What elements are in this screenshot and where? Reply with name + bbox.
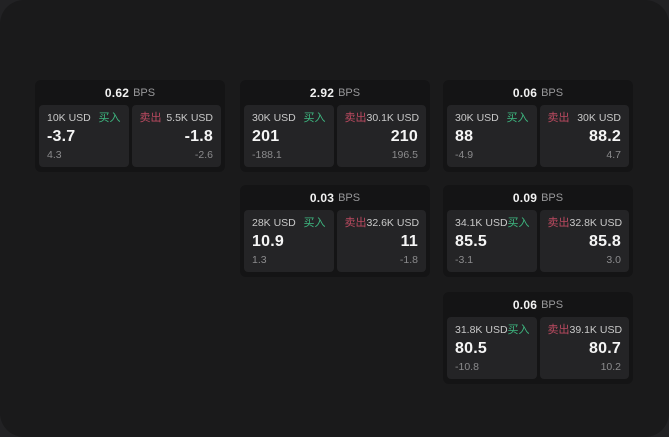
- spread-value: 0.03: [309, 190, 335, 205]
- sell-quote-panel[interactable]: 卖出 30K USD 88.2 4.7: [539, 105, 629, 167]
- spread-value: 0.09: [512, 190, 538, 205]
- quote-card: 0.06 BPS 31.8K USD 买入 80.5 -10.8 卖出 39.1…: [443, 292, 633, 384]
- spread-unit: BPS: [541, 86, 564, 99]
- sell-label: 卖出: [547, 324, 570, 336]
- buy-quote-panel[interactable]: 28K USD 买入 10.9 1.3: [244, 210, 334, 272]
- spread-value: 2.92: [309, 85, 335, 100]
- buy-price: 10.9: [252, 233, 284, 250]
- spread-unit: BPS: [541, 298, 564, 311]
- spread-header: 0.62 BPS: [35, 80, 225, 105]
- buy-label: 买入: [506, 112, 529, 124]
- quote-card: 0.06 BPS 30K USD 买入 88 -4.9 卖出 30K USD 8…: [443, 80, 633, 172]
- buy-quote-panel[interactable]: 10K USD 买入 -3.7 4.3: [39, 105, 129, 167]
- sell-delta: -1.8: [399, 254, 418, 266]
- sell-amount: 32.6K USD: [366, 217, 420, 229]
- buy-label: 买入: [98, 112, 121, 124]
- sell-price: 80.7: [589, 340, 621, 357]
- sell-amount: 30K USD: [577, 112, 621, 124]
- buy-label: 买入: [303, 217, 326, 229]
- sell-label: 卖出: [547, 112, 570, 124]
- sell-delta: 3.0: [606, 254, 621, 266]
- spread-header: 0.06 BPS: [443, 292, 633, 317]
- sell-quote-panel[interactable]: 卖出 5.5K USD -1.8 -2.6: [131, 105, 221, 167]
- sell-price: -1.8: [184, 128, 213, 145]
- sell-delta: -2.6: [194, 149, 213, 161]
- buy-amount: 31.8K USD: [455, 324, 508, 336]
- spread-value: 0.06: [512, 85, 538, 100]
- spread-header: 0.03 BPS: [240, 185, 430, 210]
- spread-value: 0.62: [104, 85, 130, 100]
- spread-unit: BPS: [541, 191, 564, 204]
- sell-price: 88.2: [589, 128, 621, 145]
- quote-card: 2.92 BPS 30K USD 买入 201 -188.1 卖出 30.1K …: [240, 80, 430, 172]
- spread-unit: BPS: [133, 86, 156, 99]
- spread-header: 0.09 BPS: [443, 185, 633, 210]
- sell-label: 卖出: [344, 217, 367, 229]
- buy-label: 买入: [507, 324, 530, 336]
- sell-amount: 39.1K USD: [569, 324, 623, 336]
- buy-price: 88: [455, 128, 474, 145]
- buy-amount: 28K USD: [252, 217, 296, 229]
- sell-delta: 4.7: [606, 149, 621, 161]
- sell-amount: 30.1K USD: [366, 112, 420, 124]
- sell-label: 卖出: [344, 112, 367, 124]
- buy-amount: 30K USD: [252, 112, 296, 124]
- sell-quote-panel[interactable]: 卖出 32.8K USD 85.8 3.0: [539, 210, 629, 272]
- quote-card: 0.09 BPS 34.1K USD 买入 85.5 -3.1 卖出 32.8K…: [443, 185, 633, 277]
- spread-header: 2.92 BPS: [240, 80, 430, 105]
- spread-value: 0.06: [512, 297, 538, 312]
- sell-price: 85.8: [589, 233, 621, 250]
- buy-delta: -188.1: [252, 149, 282, 161]
- sell-delta: 10.2: [600, 361, 621, 373]
- quote-card: 0.03 BPS 28K USD 买入 10.9 1.3 卖出 32.6K US…: [240, 185, 430, 277]
- buy-quote-panel[interactable]: 30K USD 买入 88 -4.9: [447, 105, 537, 167]
- spread-unit: BPS: [338, 86, 361, 99]
- buy-price: 201: [252, 128, 280, 145]
- spread-unit: BPS: [338, 191, 361, 204]
- sell-label: 卖出: [139, 112, 162, 124]
- buy-amount: 34.1K USD: [455, 217, 508, 229]
- buy-price: 80.5: [455, 340, 487, 357]
- sell-price: 11: [400, 233, 418, 250]
- sell-amount: 32.8K USD: [569, 217, 623, 229]
- buy-quote-panel[interactable]: 30K USD 买入 201 -188.1: [244, 105, 334, 167]
- buy-delta: -4.9: [455, 149, 474, 161]
- buy-price: -3.7: [47, 128, 76, 145]
- buy-delta: -10.8: [455, 361, 479, 373]
- sell-amount: 5.5K USD: [166, 112, 213, 124]
- buy-amount: 30K USD: [455, 112, 499, 124]
- buy-delta: -3.1: [455, 254, 474, 266]
- buy-amount: 10K USD: [47, 112, 91, 124]
- sell-delta: 196.5: [391, 149, 418, 161]
- buy-quote-panel[interactable]: 31.8K USD 买入 80.5 -10.8: [447, 317, 537, 379]
- sell-quote-panel[interactable]: 卖出 39.1K USD 80.7 10.2: [539, 317, 629, 379]
- buy-delta: 4.3: [47, 149, 62, 161]
- quote-card: 0.62 BPS 10K USD 买入 -3.7 4.3 卖出 5.5K USD…: [35, 80, 225, 172]
- buy-delta: 1.3: [252, 254, 267, 266]
- buy-quote-panel[interactable]: 34.1K USD 买入 85.5 -3.1: [447, 210, 537, 272]
- sell-quote-panel[interactable]: 卖出 30.1K USD 210 196.5: [336, 105, 426, 167]
- buy-price: 85.5: [455, 233, 487, 250]
- sell-label: 卖出: [547, 217, 570, 229]
- sell-price: 210: [390, 128, 418, 145]
- buy-label: 买入: [303, 112, 326, 124]
- sell-quote-panel[interactable]: 卖出 32.6K USD 11 -1.8: [336, 210, 426, 272]
- spread-header: 0.06 BPS: [443, 80, 633, 105]
- buy-label: 买入: [507, 217, 530, 229]
